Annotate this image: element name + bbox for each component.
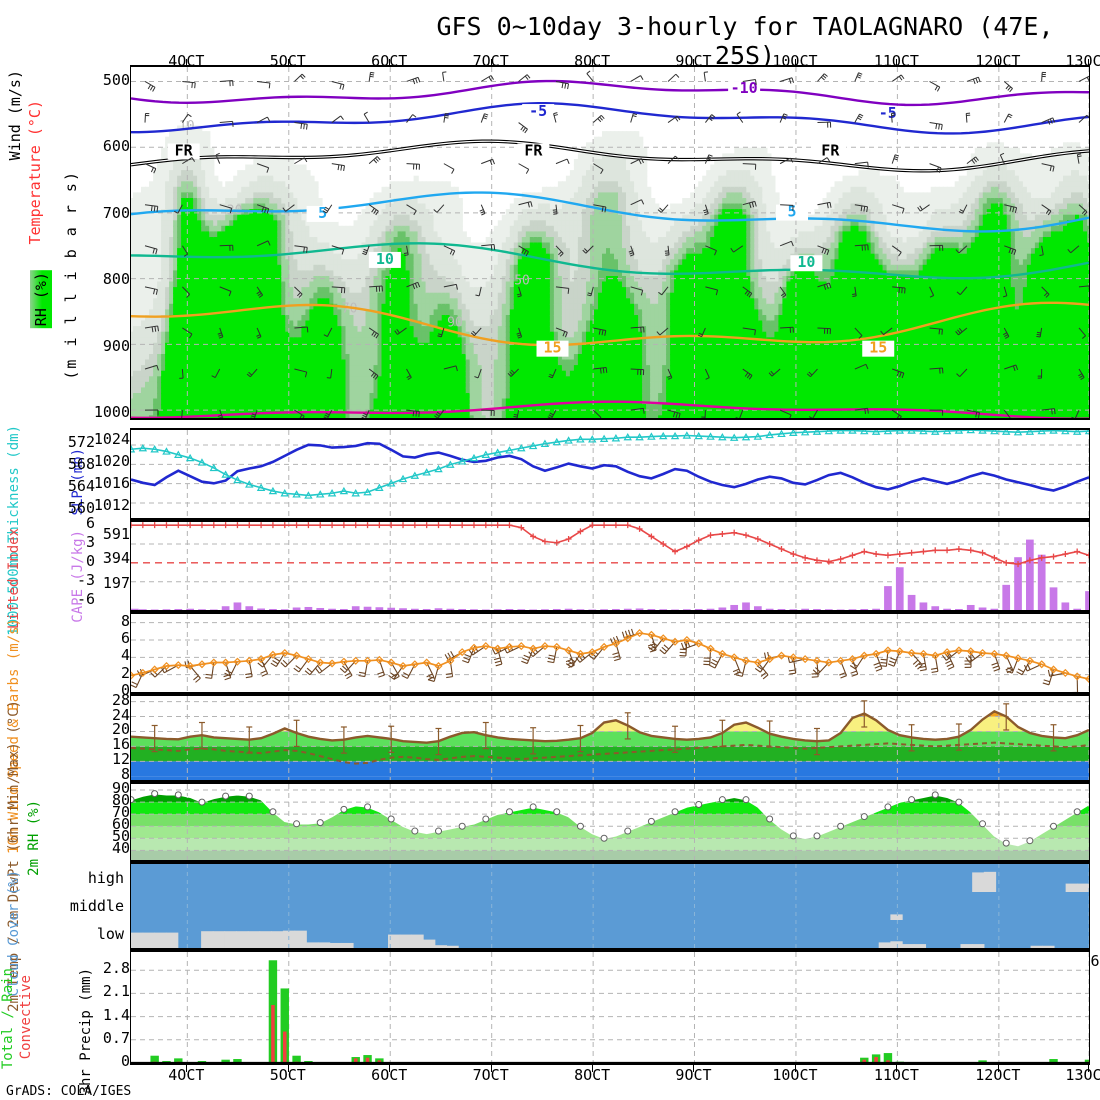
x-tick-mark <box>997 59 999 66</box>
page-title: GFS 0~10day 3-hourly for TAOLAGNARO (47E… <box>436 12 1054 70</box>
y-tick-label: 2 <box>120 663 130 682</box>
y-tick-label: 90 <box>111 779 130 798</box>
x-tick-label: 6OCT <box>371 1066 408 1084</box>
upper-air-rh-label: RH (%) <box>30 270 52 329</box>
y-tick-label: 1024 <box>93 430 130 448</box>
cape-panel <box>130 520 1090 612</box>
y-tick-label: 394 <box>102 549 130 568</box>
x-tick-label: 9OCT <box>675 1066 712 1084</box>
precip-total-label: Total / Rain <box>0 968 16 1070</box>
pressure-axis-label: (m i l l i b a r s) <box>62 170 80 380</box>
cloud-row-label: high <box>87 869 124 887</box>
y-tick-label: 8 <box>120 765 130 784</box>
y-tick-label: 0 <box>120 681 130 699</box>
x-tick-label: 11OCT <box>873 1066 919 1084</box>
lifted-index-label: Lifted Index <box>6 528 22 630</box>
x-tick-label: 5OCT <box>269 1066 306 1084</box>
x-tick-mark <box>490 59 492 66</box>
y-tick-label: 1000 <box>93 403 130 422</box>
x-tick-label: 13OCT <box>1065 1066 1100 1084</box>
x-tick-label: 10OCT <box>772 1066 818 1084</box>
x-tick-mark <box>389 59 391 66</box>
y-tick-label: 60 <box>111 815 130 834</box>
x-tick-mark <box>794 59 796 66</box>
x-tick-mark <box>896 1065 898 1072</box>
precip-panel <box>130 950 1090 1065</box>
x-tick-label: 12OCT <box>975 1066 1021 1084</box>
x-tick-label: 4OCT <box>168 1066 205 1084</box>
y-tick-label: 197 <box>102 574 130 593</box>
y-tick-label: 1.4 <box>102 1005 130 1024</box>
y-tick-label: 1016 <box>93 474 130 492</box>
y-tick-label: 50 <box>111 827 130 846</box>
y-tick-label: 24 <box>111 705 130 724</box>
y-tick-label: 2.1 <box>102 982 130 1001</box>
rh2m-panel <box>130 782 1090 862</box>
x-tick-mark <box>287 1065 289 1072</box>
x-tick-mark <box>693 59 695 66</box>
precip-axis-label: 3hr Precip (mm) <box>78 968 94 1095</box>
y-tick-label: 0.7 <box>102 1028 130 1047</box>
slp-panel <box>130 428 1090 520</box>
x-tick-mark <box>693 1065 695 1072</box>
x-tick-mark <box>186 59 188 66</box>
y-tick-label: 3 <box>85 533 95 551</box>
upper-air-panel: 10 30 50 70 90 -10 -5 -5 FR FR FR 5 5 10 10 15 15 <box>130 65 1090 420</box>
x-tick-mark <box>490 1065 492 1072</box>
y-tick-label: 6 <box>120 629 130 647</box>
y-tick-label: -6 <box>76 589 95 608</box>
cloud-row-label: middle <box>69 897 124 915</box>
y-tick-label: 572 <box>67 432 95 451</box>
x-tick-mark <box>186 1065 188 1072</box>
y-tick-label: 600 <box>102 137 130 156</box>
x-tick-mark <box>794 1065 796 1072</box>
x-tick-mark <box>592 1065 594 1072</box>
y-tick-label: 1020 <box>93 452 130 470</box>
y-tick-label: 0 <box>120 1052 130 1070</box>
x-tick-mark <box>592 59 594 66</box>
y-tick-label: 500 <box>102 70 130 89</box>
y-tick-label: -3 <box>76 570 95 589</box>
x-tick-mark <box>287 59 289 66</box>
y-tick-label: 20 <box>111 720 130 739</box>
y-tick-label: 0 <box>85 551 95 570</box>
x-tick-mark <box>997 1065 999 1072</box>
upper-air-wind-label: Wind (m/s) <box>6 70 24 161</box>
y-tick-label: 40 <box>111 839 130 858</box>
x-tick-mark <box>1088 59 1089 66</box>
y-tick-label: 4 <box>120 646 130 665</box>
wind10m-panel <box>130 612 1090 694</box>
credits-footer: GrADS: COLA/IGES <box>6 1084 132 1099</box>
cloud-panel <box>130 862 1090 950</box>
y-tick-label: 80 <box>111 791 130 810</box>
y-tick-label: 2.8 <box>102 959 130 978</box>
y-tick-label: 1012 <box>93 496 130 514</box>
y-tick-label: 8 <box>120 611 130 630</box>
y-tick-label: 900 <box>102 336 130 355</box>
y-tick-label: 6 <box>85 514 95 533</box>
y-tick-label: 800 <box>102 270 130 289</box>
y-tick-label: 70 <box>111 803 130 822</box>
rh2m-label: 2m RH (%) <box>26 800 42 876</box>
x-tick-label: 8OCT <box>574 1066 611 1084</box>
y-tick-label: 560 <box>67 498 95 517</box>
y-tick-label: 700 <box>102 203 130 222</box>
x-tick-mark <box>1088 1065 1089 1072</box>
temp2m-panel <box>130 694 1090 782</box>
upper-air-temperature-label: Temperature (°C) <box>26 100 44 245</box>
precip-convective-label: Convective <box>18 975 34 1060</box>
y-tick-label: 564 <box>67 476 95 495</box>
cloud-row-label: low <box>96 925 124 943</box>
x-tick-mark <box>896 59 898 66</box>
y-tick-label: 591 <box>102 524 130 543</box>
x-tick-mark <box>389 1065 391 1072</box>
y-tick-label: 12 <box>111 750 130 769</box>
y-tick-label: 28 <box>111 690 130 709</box>
y-tick-label: 16 <box>111 735 130 754</box>
x-tick-label: 7OCT <box>472 1066 509 1084</box>
y-tick-label: 568 <box>67 454 95 473</box>
